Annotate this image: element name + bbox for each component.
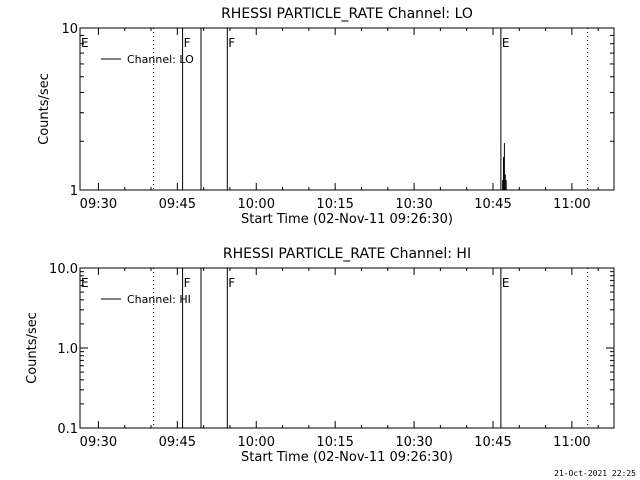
x-tick-label-1-4: 10:30 — [395, 435, 432, 450]
y-tick-label-0-1: 10 — [61, 22, 78, 37]
y-tick-label-1-2: 10.0 — [49, 262, 78, 277]
x-tick-label-0-6: 11:00 — [553, 197, 590, 212]
flag-label-0-2: F — [184, 36, 191, 50]
flag-label-0-0: E — [81, 36, 89, 50]
x-tick-label-1-2: 10:00 — [238, 435, 275, 450]
x-tick-label-1-6: 11:00 — [553, 435, 590, 450]
flag-label-1-2: F — [184, 276, 191, 290]
y-tick-label-0-0: 1 — [70, 184, 78, 199]
flag-label-1-4: F — [228, 276, 235, 290]
x-tick-label-0-4: 10:30 — [395, 197, 432, 212]
flag-label-0-4: F — [228, 36, 235, 50]
flag-label-0-5: E — [502, 36, 510, 50]
x-tick-label-0-5: 10:45 — [474, 197, 511, 212]
x-tick-label-0-0: 09:30 — [80, 197, 117, 212]
x-axis-label-0: Start Time (02-Nov-11 09:26:30) — [241, 212, 453, 227]
x-tick-label-0-1: 09:45 — [159, 197, 196, 212]
y-axis-label-1: Counts/sec — [25, 312, 40, 384]
x-tick-label-1-3: 10:15 — [316, 435, 353, 450]
x-tick-label-0-2: 10:00 — [238, 197, 275, 212]
x-tick-label-1-1: 09:45 — [159, 435, 196, 450]
y-tick-label-1-1: 1.0 — [57, 342, 78, 357]
chart-title-0: RHESSI PARTICLE_RATE Channel: LO — [221, 6, 473, 22]
chart-title-1: RHESSI PARTICLE_RATE Channel: HI — [223, 246, 471, 262]
legend-label-1: Channel: HI — [127, 293, 191, 306]
flag-label-1-5: E — [502, 276, 510, 290]
x-axis-label-1: Start Time (02-Nov-11 09:26:30) — [241, 450, 453, 465]
footer-timestamp: 21-Oct-2021 22:25 — [554, 469, 636, 478]
x-tick-label-0-3: 10:15 — [316, 197, 353, 212]
x-tick-label-1-0: 09:30 — [80, 435, 117, 450]
legend-label-0: Channel: LO — [127, 53, 194, 66]
flag-label-1-0: E — [81, 276, 89, 290]
x-tick-label-1-5: 10:45 — [474, 435, 511, 450]
y-tick-label-1-0: 0.1 — [57, 422, 78, 437]
y-axis-label-0: Counts/sec — [37, 73, 52, 145]
